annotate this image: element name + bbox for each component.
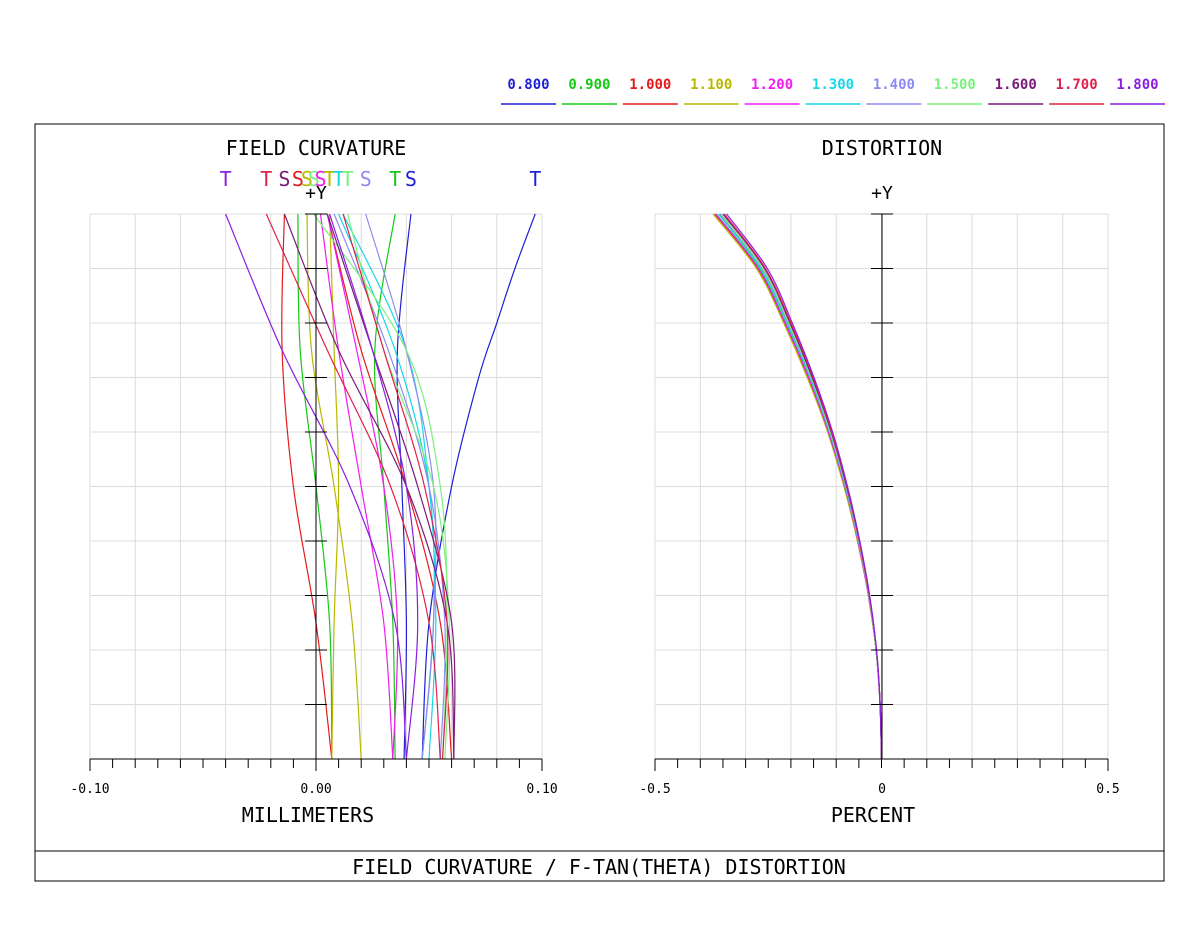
legend-label: 1.500 bbox=[934, 77, 976, 93]
curve-marker-label: S bbox=[405, 167, 417, 191]
legend-label: 1.800 bbox=[1116, 77, 1158, 93]
series-line bbox=[319, 213, 394, 760]
footer-title: FIELD CURVATURE / F-TAN(THETA) DISTORTIO… bbox=[352, 855, 846, 879]
series-line bbox=[421, 213, 536, 760]
legend-label: 1.400 bbox=[873, 77, 915, 93]
figure-frame bbox=[34, 123, 1165, 882]
series-line bbox=[306, 213, 362, 760]
curve-marker-label: T bbox=[260, 167, 272, 191]
distortion-ylabel: +Y bbox=[871, 183, 893, 204]
legend-label: 0.900 bbox=[568, 77, 610, 93]
curve-marker-label: S bbox=[278, 167, 290, 191]
legend: 0.800 0.900 1.000 1.100 1.200 1.300 1.400 1.500… bbox=[501, 77, 1165, 105]
curve-marker-label: T bbox=[342, 167, 354, 191]
series-line bbox=[726, 213, 883, 760]
series-line bbox=[313, 213, 448, 760]
field-curvature-series bbox=[225, 213, 536, 760]
distortion-series bbox=[712, 213, 883, 760]
field-curvature-tick-label: 0.00 bbox=[300, 782, 331, 797]
legend-label: 1.100 bbox=[690, 77, 732, 93]
distortion-axes bbox=[654, 213, 1109, 771]
field-curvature-xlabel: MILLIMETERS bbox=[242, 803, 374, 827]
series-line bbox=[265, 213, 441, 760]
legend-label: 0.800 bbox=[507, 77, 549, 93]
series-line bbox=[329, 213, 419, 760]
distortion-tick-label: 0.5 bbox=[1096, 782, 1119, 797]
legend-label: 1.200 bbox=[751, 77, 793, 93]
distortion-panel: DISTORTION +Y -0.5 0 0.5 PERCENT bbox=[639, 136, 1119, 827]
distortion-tick-label: 0 bbox=[878, 782, 886, 797]
series-line bbox=[342, 213, 449, 760]
curve-marker-label: T bbox=[529, 167, 541, 191]
series-line bbox=[326, 213, 456, 760]
field-curvature-tick-label: -0.10 bbox=[70, 782, 109, 797]
distortion-grid bbox=[654, 213, 1109, 760]
curve-marker-label: S bbox=[301, 167, 313, 191]
curve-marker-label: T bbox=[389, 167, 401, 191]
field-curvature-tick-label: 0.10 bbox=[526, 782, 557, 797]
distortion-tick-label: -0.5 bbox=[639, 782, 670, 797]
curve-marker-label: S bbox=[292, 167, 304, 191]
curve-marker-label: S bbox=[360, 167, 372, 191]
distortion-xlabel: PERCENT bbox=[831, 803, 915, 827]
field-curvature-title: FIELD CURVATURE bbox=[226, 136, 407, 160]
series-line bbox=[326, 213, 399, 760]
field-curvature-ylabel: +Y bbox=[305, 183, 327, 204]
curve-marker-label: T bbox=[220, 167, 232, 191]
legend-label: 1.300 bbox=[812, 77, 854, 93]
legend-label: 1.600 bbox=[995, 77, 1037, 93]
field-curvature-axes bbox=[89, 213, 543, 771]
series-line bbox=[396, 213, 412, 760]
curve-marker-label: T bbox=[324, 167, 336, 191]
legend-label: 1.700 bbox=[1056, 77, 1098, 93]
curve-marker-label: S bbox=[308, 167, 320, 191]
legend-label: 1.000 bbox=[629, 77, 671, 93]
curve-marker-label: T bbox=[333, 167, 345, 191]
series-line bbox=[225, 213, 407, 760]
series-line bbox=[281, 213, 333, 760]
distortion-title: DISTORTION bbox=[822, 136, 942, 160]
curve-marker-label: S bbox=[314, 167, 326, 191]
